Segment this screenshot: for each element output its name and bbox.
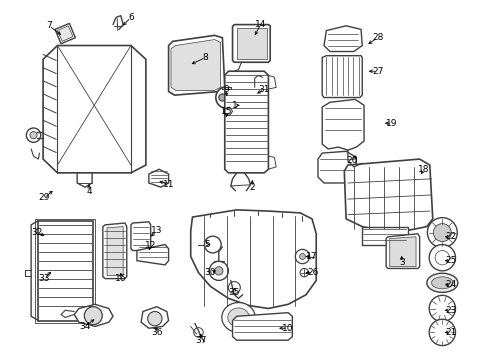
Text: 7: 7: [46, 21, 52, 30]
Text: 24: 24: [444, 280, 455, 289]
Polygon shape: [322, 99, 363, 150]
Polygon shape: [107, 226, 123, 276]
Text: 32: 32: [31, 228, 43, 237]
Text: 22: 22: [444, 232, 455, 241]
Text: 17: 17: [305, 252, 317, 261]
Circle shape: [300, 269, 308, 277]
Text: 30: 30: [204, 268, 216, 277]
Polygon shape: [102, 223, 126, 279]
Text: 21: 21: [444, 328, 455, 337]
Circle shape: [84, 307, 102, 325]
Polygon shape: [43, 45, 145, 173]
Bar: [38, 221, 93, 321]
Polygon shape: [137, 244, 168, 265]
Text: 13: 13: [151, 226, 162, 235]
Polygon shape: [227, 308, 249, 327]
Text: 25: 25: [444, 256, 455, 265]
Circle shape: [214, 267, 223, 275]
Polygon shape: [57, 26, 73, 41]
Text: 1: 1: [231, 101, 237, 110]
Text: 14: 14: [254, 20, 266, 29]
Polygon shape: [232, 24, 270, 62]
Polygon shape: [222, 302, 255, 332]
Polygon shape: [322, 56, 362, 98]
Text: 3: 3: [398, 258, 404, 267]
Text: 23: 23: [444, 306, 455, 315]
Circle shape: [26, 128, 41, 142]
Text: 9: 9: [223, 85, 229, 94]
Polygon shape: [232, 313, 292, 340]
Text: 18: 18: [417, 165, 428, 174]
Text: 8: 8: [203, 53, 208, 62]
Polygon shape: [148, 169, 168, 187]
Text: 5: 5: [203, 240, 209, 249]
Text: 34: 34: [79, 322, 90, 331]
Text: 33: 33: [39, 274, 50, 283]
Circle shape: [215, 87, 237, 108]
Polygon shape: [168, 35, 224, 95]
Bar: [35, 219, 95, 323]
Polygon shape: [190, 210, 316, 309]
Text: 4: 4: [86, 188, 92, 197]
Polygon shape: [224, 71, 268, 173]
Circle shape: [209, 261, 228, 280]
Text: 20: 20: [346, 156, 357, 165]
Polygon shape: [324, 26, 362, 51]
Polygon shape: [386, 234, 419, 269]
Text: 26: 26: [307, 268, 318, 277]
Text: 6: 6: [128, 13, 134, 22]
Circle shape: [30, 132, 37, 139]
Polygon shape: [362, 226, 407, 244]
Circle shape: [427, 218, 456, 248]
Circle shape: [227, 94, 234, 101]
Polygon shape: [344, 159, 432, 231]
Polygon shape: [236, 28, 266, 59]
Circle shape: [295, 249, 309, 264]
Circle shape: [432, 224, 450, 242]
Text: 10: 10: [282, 324, 293, 333]
Text: 28: 28: [371, 33, 383, 42]
Circle shape: [204, 236, 221, 253]
Circle shape: [428, 244, 454, 271]
Polygon shape: [55, 23, 75, 44]
Circle shape: [193, 328, 203, 337]
Polygon shape: [171, 40, 220, 90]
Polygon shape: [317, 151, 356, 183]
Polygon shape: [389, 237, 415, 267]
Ellipse shape: [426, 273, 457, 292]
Circle shape: [428, 319, 454, 346]
Circle shape: [299, 253, 305, 260]
Ellipse shape: [431, 277, 452, 289]
Polygon shape: [131, 222, 150, 251]
Text: 31: 31: [258, 85, 269, 94]
Circle shape: [428, 295, 454, 321]
Text: 19: 19: [386, 119, 397, 128]
Circle shape: [434, 251, 448, 265]
Circle shape: [147, 311, 162, 326]
Polygon shape: [74, 304, 113, 327]
Circle shape: [228, 282, 240, 293]
Text: 15: 15: [221, 107, 232, 116]
Circle shape: [248, 87, 260, 99]
Polygon shape: [141, 307, 168, 328]
Text: 36: 36: [151, 328, 162, 337]
Text: 12: 12: [144, 241, 156, 250]
Text: 37: 37: [195, 336, 206, 345]
Text: 27: 27: [371, 67, 383, 76]
Text: 11: 11: [163, 180, 174, 189]
Text: 2: 2: [249, 183, 255, 192]
Circle shape: [218, 94, 225, 101]
Text: 29: 29: [39, 193, 50, 202]
Text: 35: 35: [228, 288, 240, 297]
Text: 16: 16: [115, 274, 126, 283]
